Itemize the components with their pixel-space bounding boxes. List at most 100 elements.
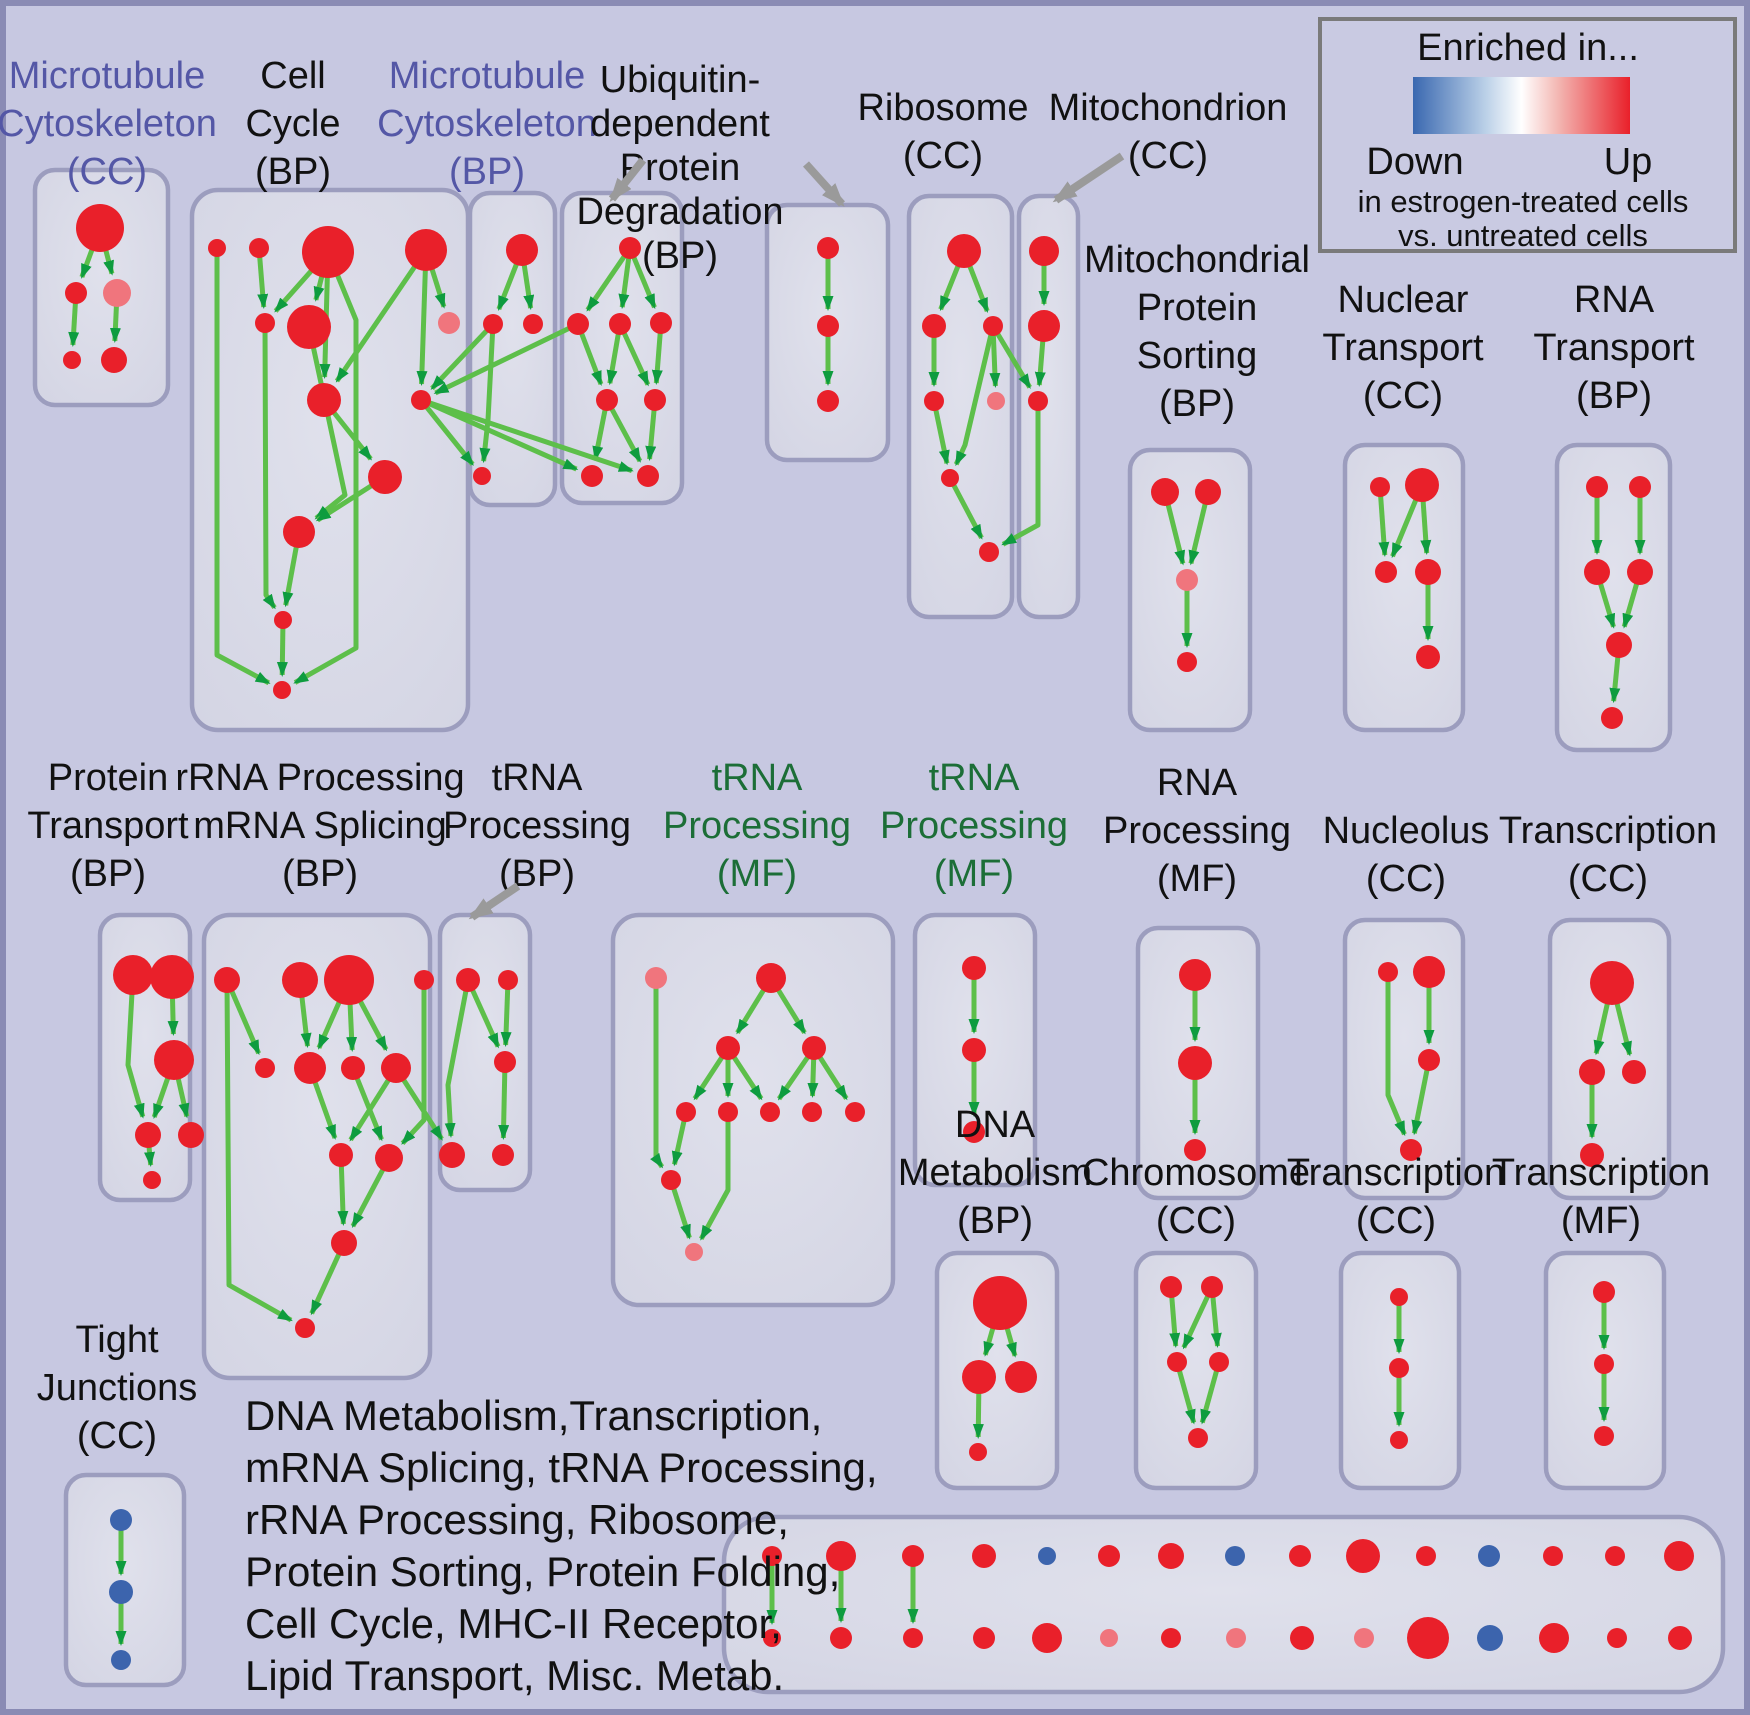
label-pointer-arrow: [1052, 152, 1125, 204]
go-term-node: [1390, 1288, 1408, 1306]
go-term-node: [1151, 478, 1179, 506]
go-term-node: [962, 956, 986, 980]
go-term-node: [581, 465, 603, 487]
go-term-node: [676, 1102, 696, 1122]
go-term-node: [845, 1102, 865, 1122]
go-term-node: [983, 316, 1003, 336]
go-term-node: [962, 1038, 986, 1062]
go-term-node: [637, 465, 659, 487]
go-term-node: [716, 1036, 740, 1060]
go-term-node: [802, 1102, 822, 1122]
go-term-node: [414, 970, 434, 990]
go-term-node: [802, 1036, 826, 1060]
go-term-node: [1029, 236, 1059, 266]
go-term-node: [1416, 1546, 1436, 1566]
go-term-node: [619, 237, 641, 259]
go-term-node: [109, 1580, 133, 1604]
go-term-node: [941, 469, 959, 487]
go-term-node: [1184, 1139, 1206, 1161]
cluster-box-trna-processing-mf-large: [610, 912, 896, 1308]
go-term-node: [973, 1276, 1027, 1330]
go-term-node: [1167, 1352, 1187, 1372]
go-term-node: [1160, 1276, 1182, 1298]
go-term-node: [1201, 1276, 1223, 1298]
cluster-label-rna-transport: RNA Transport (BP): [1533, 279, 1695, 417]
go-term-node: [143, 1171, 161, 1189]
go-term-node: [287, 305, 331, 349]
go-term-node: [1225, 1546, 1245, 1566]
annotation-line: Protein Sorting, Protein Folding,: [245, 1548, 840, 1595]
edge-arrow: [465, 978, 501, 1049]
go-term-node: [307, 383, 341, 417]
go-term-node: [903, 1628, 923, 1648]
cluster-box-nucleolus: [1342, 917, 1466, 1201]
go-term-node: [249, 238, 269, 258]
go-term-node: [273, 681, 291, 699]
go-term-node: [1226, 1628, 1246, 1648]
go-term-node: [1627, 559, 1653, 585]
go-term-node: [1100, 1629, 1118, 1647]
cluster-label-transcription-cc-row2: Transcription (CC): [1499, 810, 1717, 900]
go-term-node: [1405, 468, 1439, 502]
edge-arrow: [668, 1179, 692, 1240]
go-term-node: [295, 1318, 315, 1338]
go-term-node: [101, 347, 127, 373]
edge-arrow: [400, 980, 427, 1145]
edge-arrow: [650, 978, 665, 1169]
go-term-node: [1580, 1143, 1604, 1167]
go-term-node: [1664, 1541, 1694, 1571]
cluster-label-transcription-mf: Transcription (MF): [1492, 1152, 1710, 1242]
edge-arrow: [498, 1061, 510, 1141]
go-term-node: [1346, 1539, 1380, 1573]
go-term-node: [1032, 1623, 1062, 1653]
cluster-box-nuclear-transport: [1342, 442, 1466, 733]
go-term-node: [65, 282, 87, 304]
cluster-label-rna-processing-mf: RNA Processing (MF): [1103, 762, 1291, 900]
cluster-label-protein-transport: Protein Transport (BP): [27, 757, 189, 895]
misc-clusters-annotation: DNA Metabolism,Transcription, mRNA Splic…: [245, 1392, 878, 1699]
go-term-node: [817, 237, 839, 259]
go-term-node: [506, 234, 538, 266]
go-term-node: [1539, 1623, 1569, 1653]
cluster-label-mitochondrion: Mitochondrion (CC): [1049, 87, 1288, 177]
go-term-node: [1579, 1059, 1605, 1085]
go-term-node: [1370, 477, 1390, 497]
edge-arrow: [444, 979, 471, 1139]
label-pointer-arrow: [803, 161, 845, 207]
annotation-line: Cell Cycle, MHC-II Receptor,: [245, 1600, 782, 1647]
cross-cluster-edge-arrow: [430, 322, 495, 391]
edge-arrow: [276, 619, 288, 678]
go-term-node: [1668, 1626, 1692, 1650]
cross-cluster-edge-arrow: [420, 397, 634, 473]
network-diagram: Microtubule Cytoskeleton (CC) Cell Cycle (BP)…: [0, 55, 1726, 1695]
go-term-node: [492, 1144, 514, 1166]
go-term-node: [902, 1545, 924, 1567]
go-term-node: [294, 1052, 326, 1084]
go-term-node: [922, 314, 946, 338]
nodes: [63, 204, 1694, 1670]
go-term-node: [567, 313, 589, 335]
go-term-node: [214, 967, 240, 993]
cluster-boxes: [32, 167, 1726, 1695]
go-term-node: [1098, 1545, 1120, 1567]
edge-arrow: [500, 979, 512, 1048]
cluster-box-mitochondrion: [1016, 193, 1081, 620]
cross-cluster-edge-arrow: [1001, 401, 1041, 547]
go-term-node: [1389, 1358, 1409, 1378]
go-term-node: [1209, 1352, 1229, 1372]
go-term-node: [498, 970, 518, 990]
go-term-node: [947, 234, 981, 268]
go-term-node: [1179, 959, 1211, 991]
edge-arrow: [214, 248, 271, 686]
edge-arrow: [604, 398, 643, 463]
edge-arrow: [334, 248, 429, 383]
go-term-node: [324, 955, 374, 1005]
cluster-label-tight-junctions: Tight Junctions (CC): [37, 1319, 198, 1457]
go-term-node: [1354, 1628, 1374, 1648]
go-term-node: [1038, 1547, 1056, 1565]
go-term-node: [208, 239, 226, 257]
go-term-node: [523, 314, 543, 334]
